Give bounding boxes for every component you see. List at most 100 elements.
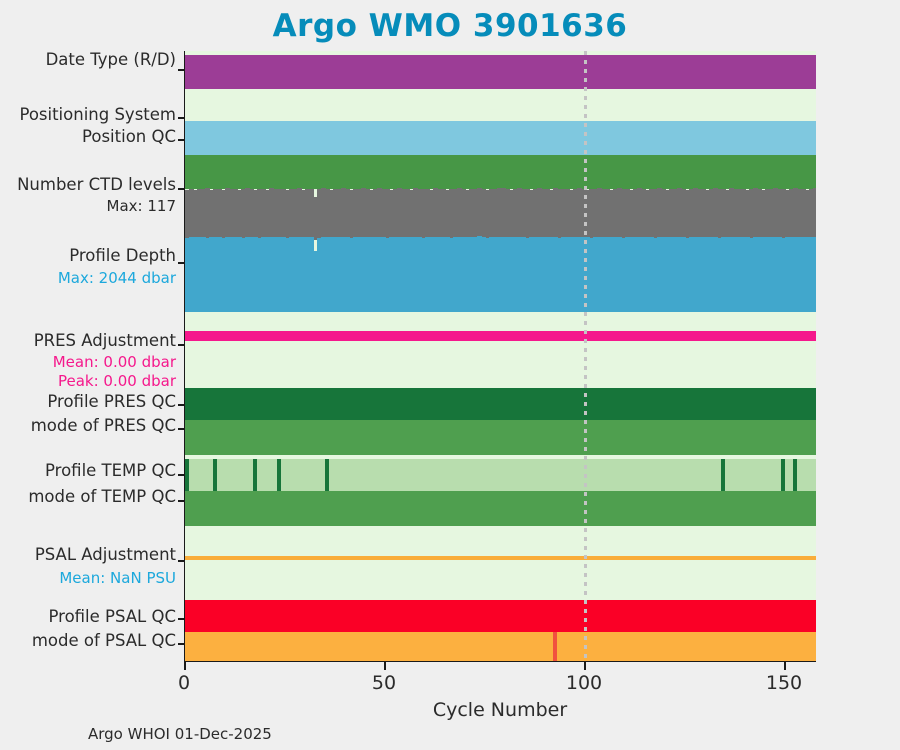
qc-flag-marker	[185, 459, 189, 491]
data-bar	[625, 188, 630, 240]
bars-number-ctd-levels	[185, 188, 816, 240]
data-bar	[373, 236, 378, 312]
data-bar	[717, 189, 722, 240]
data-bar	[193, 236, 198, 312]
data-bar	[537, 188, 542, 240]
data-bar	[773, 237, 778, 312]
data-bar	[405, 188, 410, 240]
data-bar	[605, 237, 610, 312]
data-bar	[265, 189, 270, 240]
data-bar	[657, 188, 662, 240]
data-bar	[445, 189, 450, 240]
data-bar	[409, 189, 414, 240]
data-bar	[565, 236, 570, 312]
data-bar	[641, 188, 646, 240]
data-bar	[753, 188, 758, 240]
data-bar	[185, 190, 190, 240]
data-bar	[641, 237, 646, 312]
data-bar	[361, 237, 366, 312]
data-bar	[381, 236, 386, 312]
data-bar	[313, 197, 318, 240]
data-bar	[585, 237, 590, 312]
data-bar	[273, 236, 278, 312]
data-bar	[449, 237, 454, 312]
data-bar	[389, 237, 394, 312]
data-bar	[437, 188, 442, 240]
band-date-type	[185, 55, 816, 89]
data-bar	[305, 188, 310, 240]
data-bar	[681, 236, 686, 312]
data-bar	[313, 250, 318, 312]
data-bar	[437, 236, 442, 312]
row-label-profile-pres-qc: Profile PRES QC	[47, 392, 176, 411]
data-bar	[473, 236, 478, 312]
x-tick-mark	[584, 662, 586, 670]
data-bar	[717, 237, 722, 312]
x-tick-mark	[184, 662, 186, 670]
data-bar	[525, 237, 530, 312]
data-bar	[297, 237, 302, 312]
data-bar	[233, 188, 238, 240]
data-bar	[533, 237, 538, 312]
y-tick-profile-psal-qc	[178, 618, 185, 620]
data-bar	[629, 236, 634, 312]
data-bar	[505, 237, 510, 312]
data-bar	[329, 236, 334, 312]
data-bar	[417, 236, 422, 312]
data-bar	[597, 188, 602, 240]
line-pres-adjustment	[185, 331, 816, 341]
data-bar	[745, 189, 750, 240]
data-bar	[585, 189, 590, 240]
data-bar	[581, 236, 586, 312]
data-bar	[425, 236, 430, 312]
data-bar	[385, 189, 390, 240]
data-bar	[657, 236, 662, 312]
data-bar	[277, 188, 282, 240]
data-bar	[557, 189, 562, 240]
data-bar	[269, 188, 274, 240]
data-bar	[629, 189, 634, 240]
x-tick-mark	[784, 662, 786, 670]
row-label-psal-adjustment: PSAL Adjustment	[34, 545, 176, 564]
data-bar	[621, 189, 626, 240]
data-bar	[213, 188, 218, 240]
band-mode-of-psal-qc	[185, 632, 816, 661]
row-label-mode-of-psal-qc: mode of PSAL QC	[31, 631, 176, 650]
row-label-mode-of-temp-qc: mode of TEMP QC	[28, 487, 176, 506]
data-bar	[269, 237, 274, 312]
data-bar	[409, 236, 414, 312]
data-bar	[441, 237, 446, 312]
data-bar	[769, 236, 774, 312]
band-positioning-system	[185, 121, 816, 155]
row-label-pres-peak: Peak: 0.00 dbar	[57, 372, 176, 390]
data-bar	[553, 236, 558, 312]
data-bar	[521, 188, 526, 240]
data-bar	[781, 237, 786, 312]
data-bar	[457, 188, 462, 240]
data-bar	[477, 236, 482, 312]
data-bar	[457, 237, 462, 312]
y-tick-pres-adjustment	[178, 344, 185, 346]
data-bar	[201, 236, 206, 312]
data-bar	[421, 188, 426, 240]
data-bar	[637, 188, 642, 240]
data-bar	[469, 237, 474, 312]
data-bar	[617, 236, 622, 312]
cycle-100-guide-line	[584, 51, 587, 661]
data-bar	[469, 189, 474, 240]
data-bar	[529, 236, 534, 312]
data-bar	[701, 189, 706, 240]
data-bar	[485, 237, 490, 312]
data-bar	[433, 237, 438, 312]
data-bar	[209, 237, 214, 312]
row-label-profile-psal-qc: Profile PSAL QC	[48, 607, 176, 626]
data-bar	[725, 236, 730, 312]
data-bar	[361, 188, 366, 240]
data-bar	[449, 188, 454, 240]
data-bar	[733, 189, 738, 240]
data-bar	[481, 189, 486, 240]
data-bar	[485, 189, 490, 240]
x-axis-title: Cycle Number	[432, 699, 568, 721]
data-bar	[293, 189, 298, 240]
data-bar	[789, 188, 794, 240]
